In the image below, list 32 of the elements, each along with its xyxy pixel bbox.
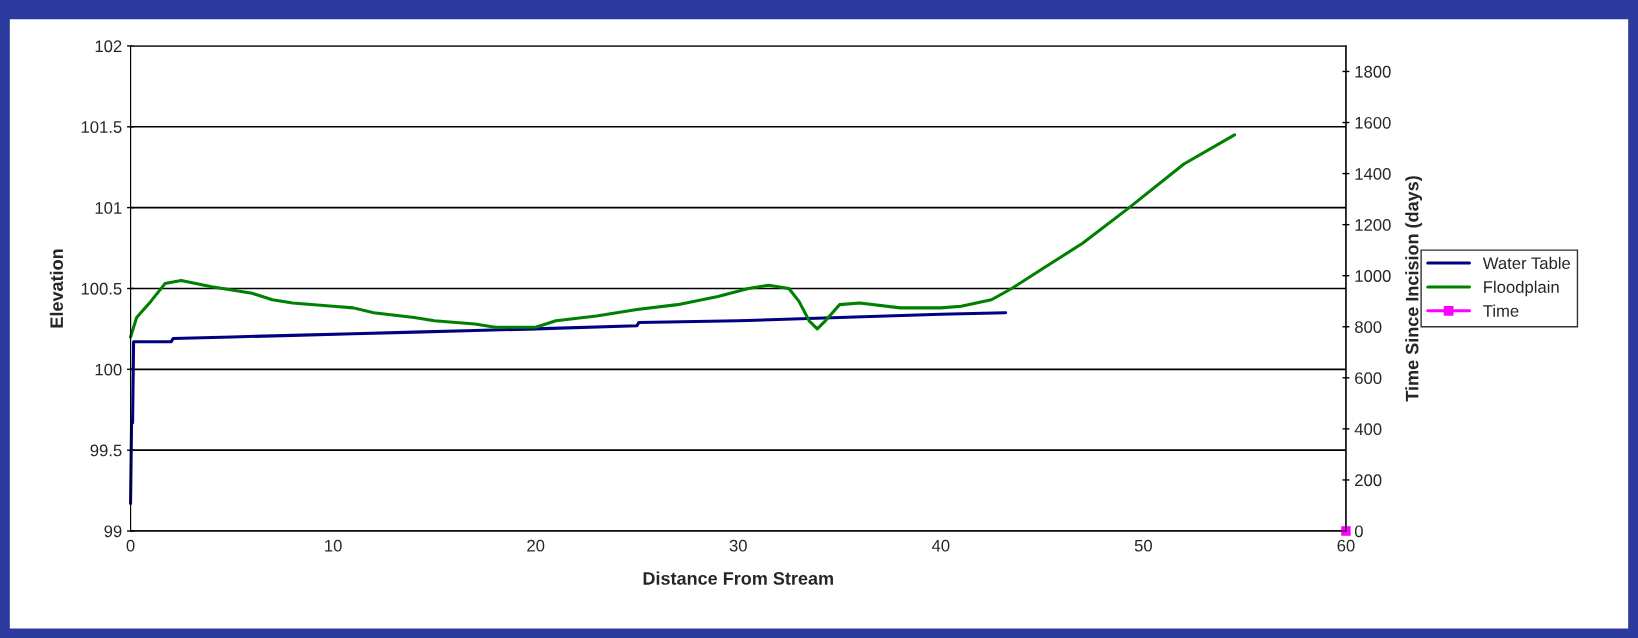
- x-tick-label: 10: [325, 539, 342, 552]
- legend-label: Time: [1483, 304, 1519, 317]
- y2-tick-label: 400: [1354, 423, 1382, 436]
- y2-tick-label: 1200: [1355, 219, 1391, 231]
- line-series: [129, 311, 1008, 506]
- line-series: [129, 133, 1237, 339]
- y2-tick-label: 600: [1355, 372, 1382, 385]
- y-tick-label: 101.5: [81, 121, 122, 133]
- x-axis-title: Distance From Stream: [643, 571, 833, 585]
- y2-tick-label: 1600: [1355, 116, 1391, 129]
- y-tick-label: 100: [95, 363, 122, 376]
- y-tick-label: 102: [95, 40, 122, 53]
- y-axis-title: Elevation: [49, 249, 64, 328]
- x-tick-label: 30: [729, 539, 747, 552]
- x-tick-label: 0: [126, 539, 135, 552]
- y-tick-label: 101: [95, 202, 122, 214]
- y-tick-label: 99: [104, 525, 122, 538]
- y2-tick-label: 200: [1355, 474, 1382, 487]
- x-tick-label: 40: [931, 539, 950, 552]
- y2-tick-label: 1000: [1355, 270, 1391, 282]
- x-tick-label: 20: [527, 539, 545, 552]
- y-tick-label: 100.5: [81, 282, 122, 295]
- y-tick-label: 99.5: [90, 444, 122, 457]
- y2-tick-label: 800: [1355, 321, 1382, 333]
- y2-axis-title: Time Since Incision (days): [1405, 176, 1423, 402]
- y2-tick-label: 1800: [1355, 65, 1391, 78]
- legend-label: Floodplain: [1484, 280, 1559, 297]
- legend-label: Water Table: [1482, 256, 1571, 270]
- y2-tick-label: 1400: [1355, 167, 1391, 180]
- y2-tick-label: 0: [1354, 525, 1363, 538]
- x-tick-label: 50: [1134, 539, 1152, 552]
- x-tick-label: 60: [1337, 539, 1355, 552]
